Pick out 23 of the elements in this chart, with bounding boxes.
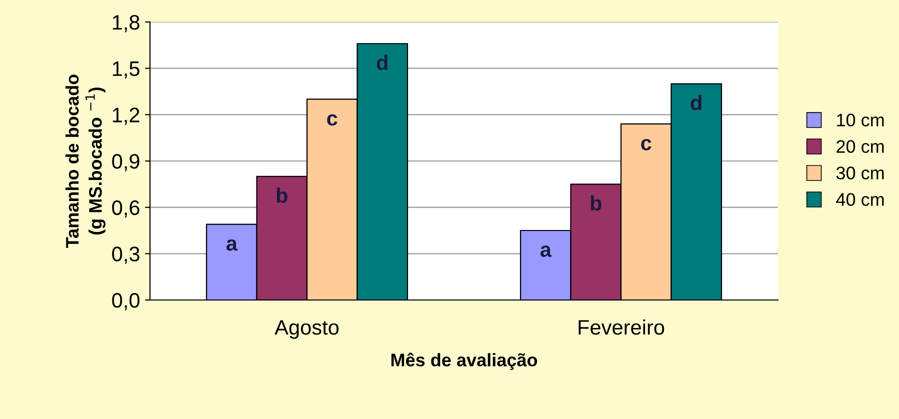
x-tick-label: Agosto	[274, 320, 339, 339]
y-tick-label: 0,3	[112, 246, 140, 264]
y-tick-label: 1,5	[112, 62, 140, 79]
data-label: c	[641, 138, 652, 150]
data-label: d	[376, 54, 388, 70]
data-label: d	[690, 94, 702, 110]
y-tick-label: 0,0	[112, 293, 140, 310]
data-label: b	[276, 188, 288, 203]
y-tick-label: 1,2	[112, 108, 140, 125]
data-label: a	[226, 239, 238, 251]
y-tick-label: 0,6	[112, 200, 140, 218]
y-tick-label: 1,8	[112, 15, 140, 32]
legend-label: 10 cm	[837, 114, 884, 126]
x-axis-title: Mês de avaliação	[391, 352, 538, 370]
data-label: a	[540, 246, 552, 257]
legend-label: 40 cm	[836, 193, 884, 206]
y-tick-label: 0,9	[112, 154, 140, 172]
legend-label: 30 cm	[836, 166, 884, 180]
y-axis-title: Tamanho de bocado (g MS.bocado $^{−1}$)	[65, 74, 106, 248]
data-label: b	[590, 195, 602, 211]
legend-label: 20 cm	[836, 140, 884, 153]
x-tick-label: Fevereiro	[578, 319, 664, 335]
data-label: c	[327, 114, 338, 126]
